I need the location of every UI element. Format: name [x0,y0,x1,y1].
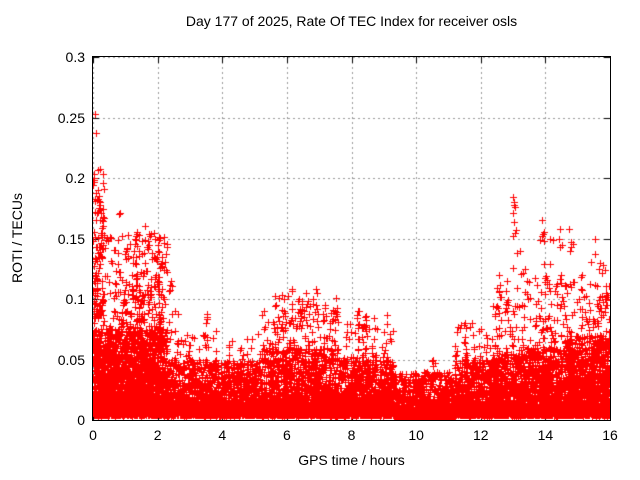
y-tick-label: 0.15 [57,230,85,247]
x-tick-label: 14 [537,427,554,443]
y-tick-label: 0.05 [57,351,85,368]
x-tick-label: 16 [602,427,618,443]
x-tick-label: 2 [153,427,162,443]
x-axis-label: GPS time / hours [298,452,405,468]
chart-title: Day 177 of 2025, Rate Of TEC Index for r… [185,13,518,29]
x-tick-label: 8 [347,427,356,443]
scatter-plot-canvas [93,57,610,420]
y-tick-label: 0.1 [65,291,85,307]
y-tick-label: 0.25 [57,109,85,126]
y-tick-label: 0.2 [65,170,85,186]
x-tick-label: 10 [408,427,424,443]
x-tick-label: 6 [282,427,291,443]
x-tick-label: 4 [218,427,227,443]
x-tick-label: 0 [89,427,97,443]
y-tick-label: 0 [77,412,85,428]
y-tick-label: 0.3 [65,49,85,65]
x-tick-label: 12 [472,427,489,443]
plot-area [92,56,611,421]
